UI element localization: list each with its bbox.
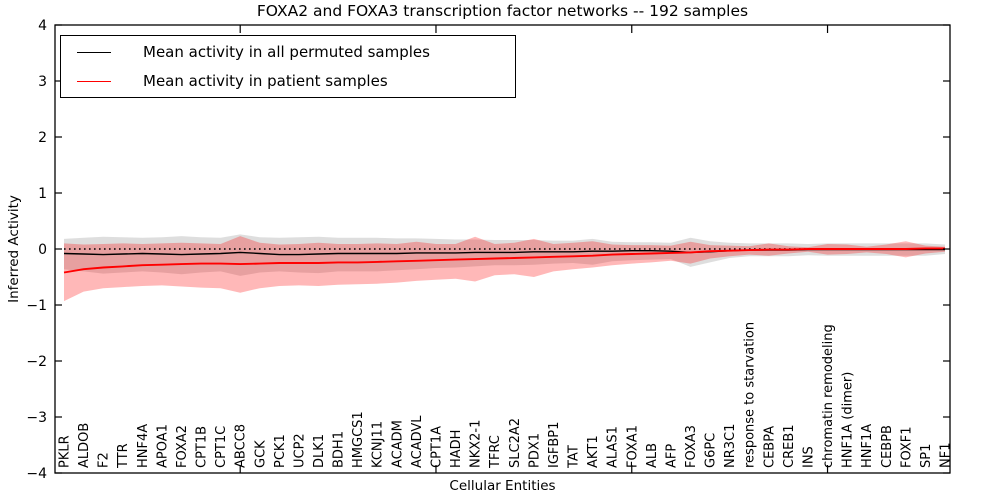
x-category-label: TTR <box>116 443 131 469</box>
x-category-label: G6PC <box>704 433 719 468</box>
x-category-label: PKLR <box>58 435 73 468</box>
x-category-label: FOXA3 <box>684 425 699 468</box>
x-category-label: APOA1 <box>155 424 170 468</box>
x-category-label: HNF1A (dimer) <box>841 372 856 468</box>
legend-item-permuted: Mean activity in all permuted samples <box>61 39 515 65</box>
x-axis-label: Cellular Entities <box>449 478 556 494</box>
y-tick-label: 4 <box>38 18 47 34</box>
chart-title: FOXA2 and FOXA3 transcription factor net… <box>256 2 749 20</box>
x-category-label: IGFBP1 <box>547 422 562 468</box>
x-category-label: NR3C1 <box>723 424 738 468</box>
y-tick-label: 0 <box>38 242 47 258</box>
y-tick-label: −1 <box>26 298 47 314</box>
x-category-label: TFRC <box>488 435 503 469</box>
x-category-label: FOXA1 <box>625 425 640 468</box>
y-tick-label: −4 <box>26 466 47 482</box>
y-tick-label: −3 <box>26 410 47 426</box>
patient-line-swatch <box>77 80 111 82</box>
x-category-label: response to starvation <box>743 322 758 468</box>
legend: Mean activity in all permuted samples Me… <box>60 35 516 98</box>
x-category-label: FOXA2 <box>175 425 190 468</box>
legend-label-patient: Mean activity in patient samples <box>143 72 388 90</box>
y-tick-label: 3 <box>38 74 47 90</box>
x-category-label: CEBPB <box>880 425 895 468</box>
x-category-label: chromatin remodeling <box>821 324 836 468</box>
x-category-label: GCK <box>253 440 268 468</box>
x-category-label: BDH1 <box>332 431 347 468</box>
x-category-label: NF1 <box>939 443 954 468</box>
x-category-label: CEBPA <box>762 426 777 468</box>
x-category-label: ALDOB <box>77 423 92 468</box>
patient-mean-line <box>63 247 945 274</box>
x-category-label: PCK1 <box>273 434 288 468</box>
x-category-label: AFP <box>664 444 679 468</box>
x-category-label: DLK1 <box>312 434 327 468</box>
y-tick-label: 1 <box>38 186 47 202</box>
x-category-label: F2 <box>97 452 112 468</box>
x-category-label: HMGCS1 <box>351 411 366 468</box>
x-category-label: ACADM <box>390 420 405 468</box>
x-category-label: HNF4A <box>136 424 151 468</box>
x-category-label: HNF1A <box>860 424 875 468</box>
patient-band <box>64 236 945 302</box>
x-category-label: CREB1 <box>782 424 797 468</box>
x-category-label: FOXF1 <box>899 426 914 468</box>
x-category-label: ACADVL <box>410 415 425 468</box>
x-category-label: SP1 <box>919 444 934 468</box>
x-category-label: NKX2-1 <box>469 420 484 468</box>
legend-item-patient: Mean activity in patient samples <box>61 68 515 94</box>
x-category-label: CPT1B <box>195 426 210 468</box>
x-category-label: AKT1 <box>586 435 601 468</box>
permuted-band <box>64 234 945 276</box>
x-category-label: ALAS1 <box>606 426 621 468</box>
y-tick-label: −2 <box>26 354 47 370</box>
legend-label-permuted: Mean activity in all permuted samples <box>143 43 430 61</box>
x-category-label: UCP2 <box>292 433 307 468</box>
x-category-label: CPT1C <box>214 426 229 468</box>
x-category-label: ALB <box>645 443 660 468</box>
x-category-label: HADH <box>449 430 464 468</box>
permuted-line-swatch <box>77 51 111 53</box>
x-category-label: TAT <box>567 445 582 469</box>
x-category-label: ABCC8 <box>234 424 249 468</box>
x-category-label: KCNJ11 <box>371 421 386 468</box>
x-category-label: INS <box>802 446 817 468</box>
y-tick-label: 2 <box>38 130 47 146</box>
y-axis-label: Inferred Activity <box>6 195 22 303</box>
x-category-label: SLC2A2 <box>508 418 523 468</box>
x-category-label: CPT1A <box>430 426 445 468</box>
x-category-label: PDX1 <box>527 433 542 468</box>
